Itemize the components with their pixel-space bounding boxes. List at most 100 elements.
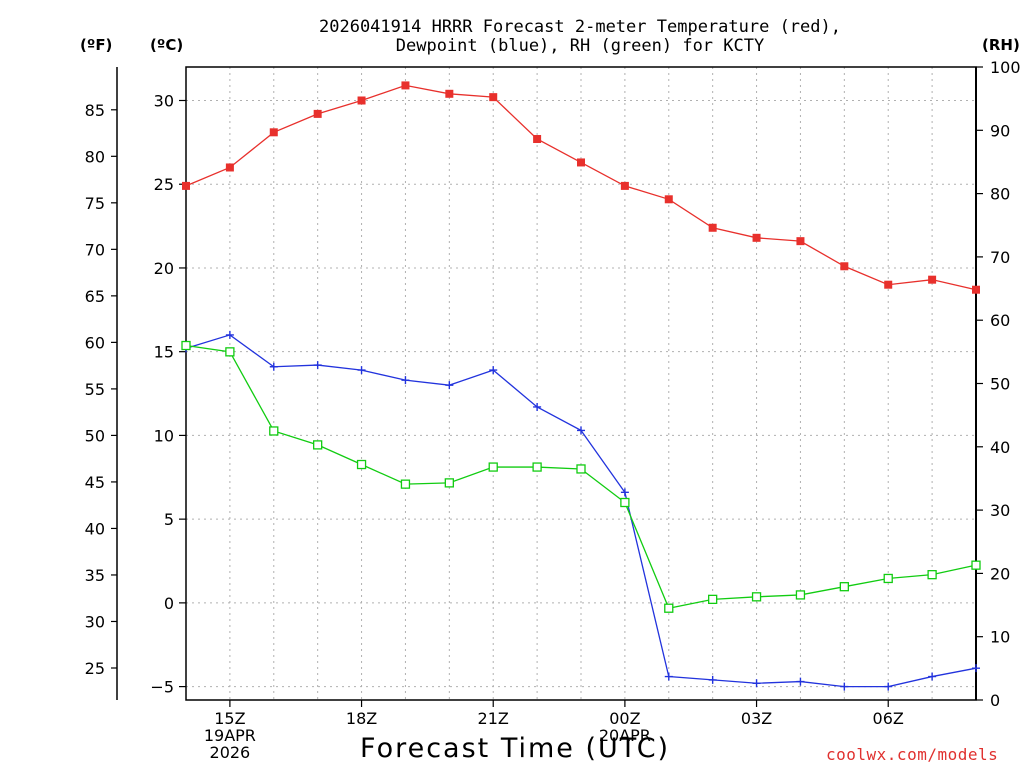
dewpoint-point [269, 362, 278, 371]
rh-point [400, 479, 411, 489]
rh-point [356, 459, 367, 470]
dewpoint-point [445, 381, 454, 390]
rh-tick-label: 20 [990, 564, 1010, 583]
rh-point [444, 478, 454, 488]
rh-tick-label: 70 [990, 248, 1010, 267]
dewpoint-point [928, 672, 937, 681]
rh-point [751, 592, 762, 602]
x-tick-label: 15Z [214, 709, 245, 728]
rh-point [576, 464, 586, 474]
dewpoint-point [225, 330, 234, 339]
rh-point [488, 462, 498, 472]
rh-point [620, 497, 630, 508]
rh-tick-label: 0 [990, 691, 1000, 710]
fahrenheit-tick-label: 70 [85, 240, 105, 259]
temperature-point [489, 93, 498, 102]
fahrenheit-unit-label: (ºF) [80, 36, 113, 54]
x-tick-label: 2026 [210, 743, 251, 762]
fahrenheit-tick-label: 40 [85, 519, 105, 538]
rh-point [708, 594, 718, 605]
rh-tick-label: 60 [990, 311, 1010, 330]
credit-link[interactable]: coolwx.com/models [826, 745, 999, 764]
temperature-point [533, 135, 542, 144]
title-line-1: 2026041914 HRRR Forecast 2-meter Tempera… [319, 17, 841, 37]
rh-unit-label: (RH) [982, 36, 1020, 54]
celsius-tick-label: 30 [154, 91, 174, 110]
x-tick-label: 20APR [599, 726, 651, 745]
fahrenheit-tick-label: 60 [85, 333, 105, 352]
celsius-unit-label: (ºC) [150, 36, 184, 54]
x-tick-label: 03Z [741, 709, 772, 728]
title-line-2: Dewpoint (blue), RH (green) for KCTY [395, 36, 765, 56]
chart-title: 2026041914 HRRR Forecast 2-meter Tempera… [180, 18, 980, 56]
dewpoint-point [313, 361, 322, 370]
fahrenheit-tick-label: 25 [85, 659, 105, 678]
rh-point [225, 347, 235, 357]
temperature-point [884, 280, 893, 289]
rh-point [795, 590, 806, 600]
celsius-tick-label: 15 [154, 343, 174, 362]
dewpoint-line [185, 334, 977, 688]
dewpoint-point [357, 366, 366, 375]
rh-tick-label: 100 [990, 58, 1021, 77]
celsius-tick-label: 10 [154, 426, 174, 445]
dewpoint-point [752, 679, 761, 688]
x-tick-label: 00Z [609, 709, 640, 728]
dewpoint-point [401, 376, 410, 385]
x-tick-label: 18Z [346, 709, 377, 728]
temperature-point [620, 181, 629, 190]
dewpoint-point [972, 664, 980, 673]
x-tick-label: 21Z [478, 709, 509, 728]
rh-tick-label: 90 [990, 121, 1010, 140]
rh-point [927, 570, 937, 580]
rh-point [532, 462, 542, 472]
temperature-point [225, 163, 234, 172]
fahrenheit-tick-label: 35 [85, 566, 105, 585]
rh-tick-label: 30 [990, 501, 1010, 520]
rh-point [313, 440, 323, 450]
dewpoint-point [708, 675, 717, 684]
fahrenheit-tick-label: 85 [85, 101, 105, 120]
rh-point [181, 340, 191, 351]
temperature-point [182, 181, 190, 190]
temperature-point [577, 158, 585, 167]
temperature-point [708, 223, 717, 232]
dewpoint-point [664, 672, 673, 681]
dewpoint-point [577, 426, 585, 435]
temperature-point [796, 237, 805, 246]
celsius-tick-label: −5 [150, 678, 174, 697]
dewpoint-point [620, 488, 629, 497]
rh-point [269, 426, 279, 436]
temperature-point [928, 275, 937, 284]
rh-point [883, 573, 893, 584]
rh-point [664, 603, 674, 613]
temperature-point [269, 128, 278, 137]
dewpoint-point [533, 402, 542, 411]
temperature-point [357, 96, 366, 105]
fahrenheit-tick-label: 50 [85, 426, 105, 445]
temperature-point [752, 233, 761, 242]
dewpoint-point [884, 682, 893, 691]
celsius-tick-label: 5 [164, 510, 174, 529]
fahrenheit-tick-label: 80 [85, 147, 105, 166]
rh-tick-label: 50 [990, 375, 1010, 394]
rh-tick-label: 40 [990, 438, 1010, 457]
rh-point [839, 582, 849, 592]
temperature-point [445, 89, 454, 98]
temperature-point [664, 195, 673, 204]
rh-tick-label: 10 [990, 628, 1010, 647]
fahrenheit-tick-label: 75 [85, 194, 105, 213]
temperature-point [840, 262, 849, 271]
celsius-tick-label: 25 [154, 175, 174, 194]
x-tick-label: 06Z [873, 709, 904, 728]
rh-tick-label: 80 [990, 185, 1010, 204]
fahrenheit-tick-label: 45 [85, 473, 105, 492]
x-tick-label: 19APR [204, 726, 256, 745]
fahrenheit-tick-label: 55 [85, 380, 105, 399]
dewpoint-point [840, 682, 849, 691]
temperature-point [313, 109, 322, 118]
celsius-tick-label: 20 [154, 259, 174, 278]
temperature-point [401, 81, 410, 90]
celsius-tick-label: 0 [164, 594, 174, 613]
